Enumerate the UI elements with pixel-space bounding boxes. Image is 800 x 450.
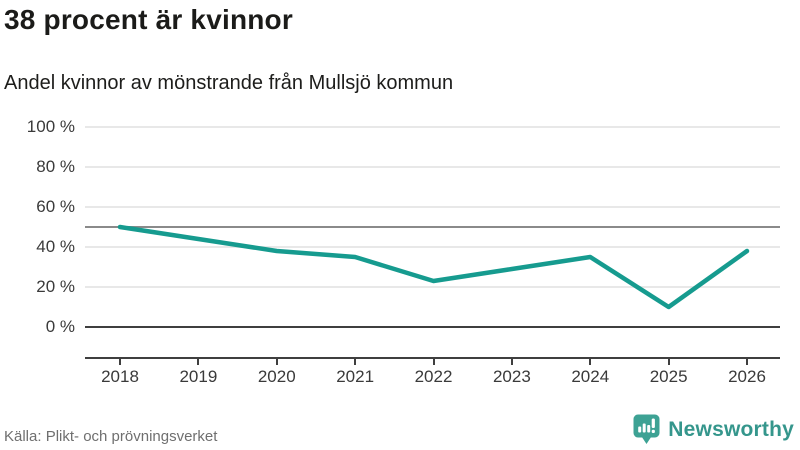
x-tick-2021: [354, 359, 357, 365]
gridline-60: [85, 206, 780, 208]
x-axis-line: [85, 357, 780, 359]
gridline-20: [85, 286, 780, 288]
chart-title: 38 procent är kvinnor: [4, 4, 293, 35]
series-line-andel-kvinnor: [117, 224, 750, 310]
x-tick-2022: [432, 359, 435, 365]
gridline-80: [85, 166, 780, 168]
newsworthy-bubble-chart-icon: [633, 414, 660, 444]
x-tick-2019: [197, 359, 200, 365]
x-tick-2018: [119, 359, 121, 365]
newsworthy-logo[interactable]: Newsworthy: [633, 414, 794, 445]
source-note: Källa: Plikt- och prövningsverket: [4, 428, 218, 445]
plot-area: [85, 126, 780, 328]
y-tick-label-100: 100 %: [26, 117, 75, 136]
chart-subtitle: Andel kvinnor av mönstrande från Mullsjö…: [4, 72, 454, 94]
x-tick-2026: [746, 359, 748, 365]
x-tick-label-2018: 2018: [101, 367, 139, 386]
x-tick-label-2023: 2023: [492, 367, 531, 386]
gridline-40: [85, 246, 780, 248]
x-tick-2023: [510, 359, 513, 365]
y-tick-label-20: 20 %: [36, 277, 75, 296]
x-tick-label-2019: 2019: [179, 367, 218, 386]
y-tick-label-0: 0 %: [45, 317, 75, 336]
x-tick-label-2021: 2021: [336, 367, 375, 386]
gridline-0: [85, 326, 780, 328]
x-tick-label-2025: 2025: [649, 367, 688, 386]
x-tick-label-2020: 2020: [257, 367, 296, 386]
x-tick-2024: [589, 359, 592, 365]
y-tick-label-40: 40 %: [36, 237, 75, 256]
x-tick-2025: [667, 359, 670, 365]
newsworthy-logo-text: Newsworthy: [668, 417, 794, 441]
x-tick-label-2024: 2024: [571, 367, 610, 386]
x-tick-2020: [275, 359, 278, 365]
y-tick-label-80: 80 %: [36, 157, 75, 176]
y-tick-label-60: 60 %: [36, 197, 75, 216]
x-tick-label-2026: 2026: [728, 367, 766, 386]
reference-line-50pct: [85, 226, 780, 228]
x-tick-label-2022: 2022: [414, 367, 453, 386]
gridline-100: [85, 126, 780, 128]
data-line-svg: [117, 224, 750, 310]
